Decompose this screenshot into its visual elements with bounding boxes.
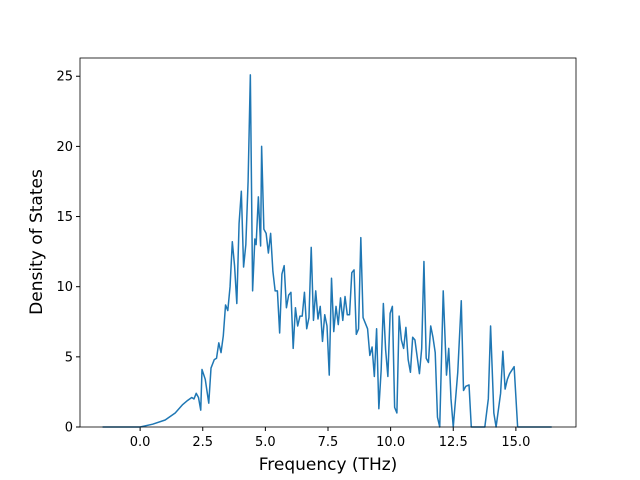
y-tick-label: 5 [65,350,73,365]
x-axis-label: Frequency (THz) [259,455,398,475]
x-tick-label: 10.0 [376,435,405,450]
y-tick-label: 15 [56,210,73,225]
line-series [102,74,552,428]
x-tick-label: 2.5 [192,435,213,450]
x-tick-label: 12.5 [439,435,468,450]
x-tick-label: 7.5 [318,435,339,450]
y-tick-label: 0 [65,421,73,436]
y-tick-label: 10 [56,280,73,295]
y-tick-label: 20 [56,140,73,155]
x-tick-label: 5.0 [255,435,276,450]
y-tick-label: 25 [56,70,73,85]
x-tick-label: 0.0 [130,435,151,450]
plot-frame [79,57,577,428]
x-tick-label: 15.0 [501,435,530,450]
y-axis-label: Density of States [27,169,47,315]
